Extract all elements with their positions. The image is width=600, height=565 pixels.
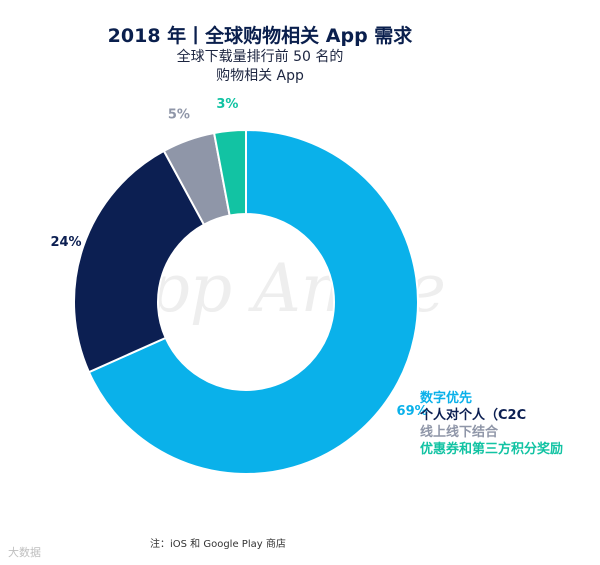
slice-c2c <box>73 149 206 374</box>
chart-subtitle-line2: 购物相关 App <box>216 68 304 84</box>
data-label-digital-first: 69% <box>397 404 428 419</box>
chart-header: 2018 年丨全球购物相关 App 需求 全球下载量排行前 50 名的 购物相关… <box>0 24 520 86</box>
slice-coupons <box>212 128 247 217</box>
legend-item-digital-first: 数字优先 <box>420 391 473 406</box>
chart-subtitle-line1: 全球下载量排行前 50 名的 <box>176 49 344 65</box>
data-label-c2c: 24% <box>50 235 81 250</box>
footnote: 注：iOS 和 Google Play 商店 <box>150 539 286 550</box>
data-label-coupons: 3% <box>216 97 238 112</box>
legend-item-coupons: 优惠券和第三方积分奖励 <box>420 442 564 457</box>
slice-digital-first <box>87 128 419 475</box>
chart-legend: 数字优先 个人对个人（C2C 线上线下结合 优惠券和第三方积分奖励 <box>420 390 563 458</box>
chart-title: 2018 年丨全球购物相关 App 需求 <box>107 25 413 47</box>
source-logo: 大数据 <box>8 546 41 559</box>
data-label-o2o: 5% <box>168 108 190 123</box>
legend-item-c2c: 个人对个人（C2C <box>420 408 527 423</box>
legend-item-o2o: 线上线下结合 <box>420 425 499 440</box>
